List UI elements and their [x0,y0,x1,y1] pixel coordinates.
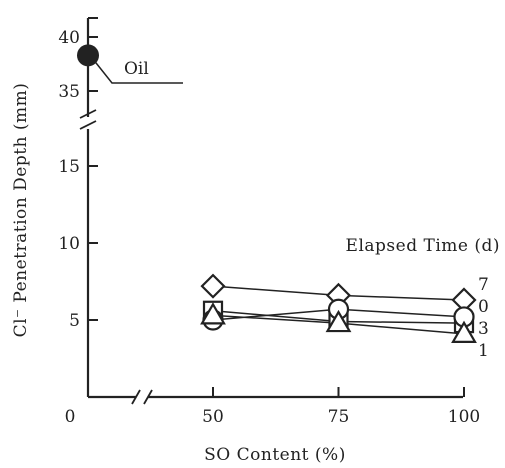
x-tick-label: 100 [448,407,480,427]
axes [79,18,463,405]
series-label-0: 0 [478,297,489,317]
oil-reference: Oil [77,44,183,84]
x-axis-break-mark [143,389,153,405]
y-tick-label: 35 [58,82,80,102]
x-axis-title: SO Content (%) [204,445,346,465]
y-tick-label: 40 [58,28,80,48]
marker-triangle-1 [451,320,477,343]
y-axis-break-mark [79,120,97,130]
markers [200,273,477,343]
x-tick-label: 0 [65,407,76,427]
oil-label: Oil [124,59,149,79]
series-label-3: 3 [478,319,489,339]
oil-leader-line [93,59,183,84]
legend-title: Elapsed Time (d) [346,236,500,256]
y-tick-label: 5 [69,311,80,331]
marker-diamond-7 [200,273,226,299]
y-tick-label: 10 [58,234,80,254]
tick-labels: 5 10 15 35 40 0 50 75 100 [58,28,480,427]
marker-triangle-1 [200,302,226,325]
marker-triangle-1 [325,309,352,333]
ticks [88,17,465,397]
series-label-1: 1 [478,341,489,361]
y-tick-label: 15 [58,157,80,177]
x-tick-label: 75 [328,407,350,427]
series-label-7: 7 [478,275,489,295]
x-tick-label: 50 [202,407,224,427]
y-axis-title: Cl⁻ Penetration Depth (mm) [11,83,31,338]
x-axis-break-mark [131,389,141,405]
y-axis-break-mark [79,109,97,119]
